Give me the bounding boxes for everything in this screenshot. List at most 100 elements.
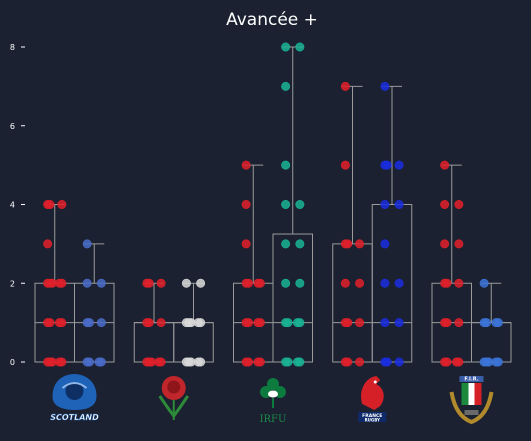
data-point bbox=[340, 81, 350, 91]
data-point bbox=[96, 318, 106, 328]
data-point bbox=[181, 278, 191, 288]
data-point bbox=[281, 278, 291, 288]
y-tick-label: 8 bbox=[10, 43, 15, 52]
shamrock-leaf-top bbox=[267, 378, 279, 390]
data-point bbox=[382, 357, 392, 367]
box-group bbox=[74, 239, 115, 367]
data-point bbox=[292, 357, 302, 367]
data-point bbox=[295, 239, 305, 249]
box-group bbox=[233, 160, 274, 367]
data-point bbox=[144, 318, 154, 328]
data-point bbox=[454, 239, 464, 249]
data-point bbox=[281, 200, 291, 210]
flag-white bbox=[468, 383, 475, 405]
data-point bbox=[57, 200, 67, 210]
data-point bbox=[45, 200, 55, 210]
box-group bbox=[173, 278, 214, 367]
y-tick-label: 4 bbox=[10, 201, 15, 210]
data-point bbox=[340, 160, 350, 170]
data-point bbox=[394, 200, 404, 210]
data-point bbox=[491, 318, 501, 328]
data-point bbox=[440, 200, 450, 210]
data-point bbox=[281, 239, 291, 249]
data-point bbox=[482, 318, 492, 328]
shield-ribbon bbox=[464, 410, 479, 415]
data-point bbox=[380, 318, 390, 328]
data-point bbox=[96, 278, 106, 288]
box-series bbox=[34, 42, 512, 367]
box-body bbox=[133, 322, 175, 363]
data-point bbox=[156, 318, 166, 328]
data-point bbox=[394, 357, 404, 367]
data-point bbox=[253, 278, 263, 288]
box-group bbox=[471, 278, 512, 367]
data-point bbox=[295, 200, 305, 210]
data-point bbox=[281, 160, 291, 170]
data-point bbox=[82, 239, 92, 249]
data-point bbox=[340, 278, 350, 288]
data-point bbox=[484, 357, 494, 367]
box-body bbox=[471, 322, 512, 363]
irfu-shamrock-logo: IRFU bbox=[260, 378, 286, 425]
data-point bbox=[440, 160, 450, 170]
box-group bbox=[431, 160, 472, 367]
scotland-rugby-logo: SCOTLAND bbox=[50, 374, 99, 422]
thistle-core bbox=[65, 382, 84, 400]
data-point bbox=[380, 239, 390, 249]
logo-text: FRANCE bbox=[362, 413, 382, 419]
flag-green bbox=[461, 383, 469, 405]
data-point bbox=[85, 357, 95, 367]
data-point bbox=[241, 200, 251, 210]
y-tick-label: 6 bbox=[10, 122, 15, 131]
logo-text: F.I.R. bbox=[464, 377, 478, 383]
box-body bbox=[371, 204, 413, 363]
data-point bbox=[147, 357, 157, 367]
laurel-wreath bbox=[449, 391, 494, 425]
data-point bbox=[454, 278, 464, 288]
rose-center bbox=[167, 380, 181, 394]
data-point bbox=[380, 81, 390, 91]
box-group bbox=[272, 42, 313, 367]
data-point bbox=[281, 42, 291, 52]
data-point bbox=[253, 357, 263, 367]
data-point bbox=[380, 278, 390, 288]
data-point bbox=[355, 318, 365, 328]
data-point bbox=[442, 318, 452, 328]
france-banner bbox=[358, 412, 387, 422]
data-point bbox=[43, 239, 53, 249]
logo-text: RUGBY bbox=[365, 418, 380, 423]
data-point bbox=[442, 357, 452, 367]
data-point bbox=[47, 278, 57, 288]
flag-red bbox=[474, 383, 482, 405]
rooster-eye bbox=[373, 380, 377, 384]
data-point bbox=[355, 239, 365, 249]
italy-fir-logo: F.I.R. bbox=[449, 376, 494, 425]
data-point bbox=[343, 357, 353, 367]
data-point bbox=[479, 278, 489, 288]
data-point bbox=[343, 239, 353, 249]
data-point bbox=[186, 357, 196, 367]
chart-title: Avancée + bbox=[226, 10, 318, 30]
thistle-detail bbox=[61, 382, 88, 389]
data-point bbox=[244, 318, 254, 328]
data-point bbox=[295, 42, 305, 52]
data-point bbox=[394, 278, 404, 288]
data-point bbox=[244, 278, 254, 288]
data-point bbox=[382, 160, 392, 170]
data-point bbox=[343, 318, 353, 328]
rugby-ball bbox=[268, 390, 278, 398]
data-point bbox=[47, 357, 57, 367]
box-body bbox=[272, 233, 313, 363]
box-body bbox=[173, 322, 214, 363]
y-tick-label: 0 bbox=[10, 358, 15, 367]
data-point bbox=[283, 357, 293, 367]
data-point bbox=[394, 318, 404, 328]
fir-header bbox=[459, 376, 484, 382]
box-group bbox=[332, 81, 373, 367]
data-point bbox=[394, 160, 404, 170]
data-point bbox=[454, 318, 464, 328]
data-point bbox=[355, 357, 365, 367]
